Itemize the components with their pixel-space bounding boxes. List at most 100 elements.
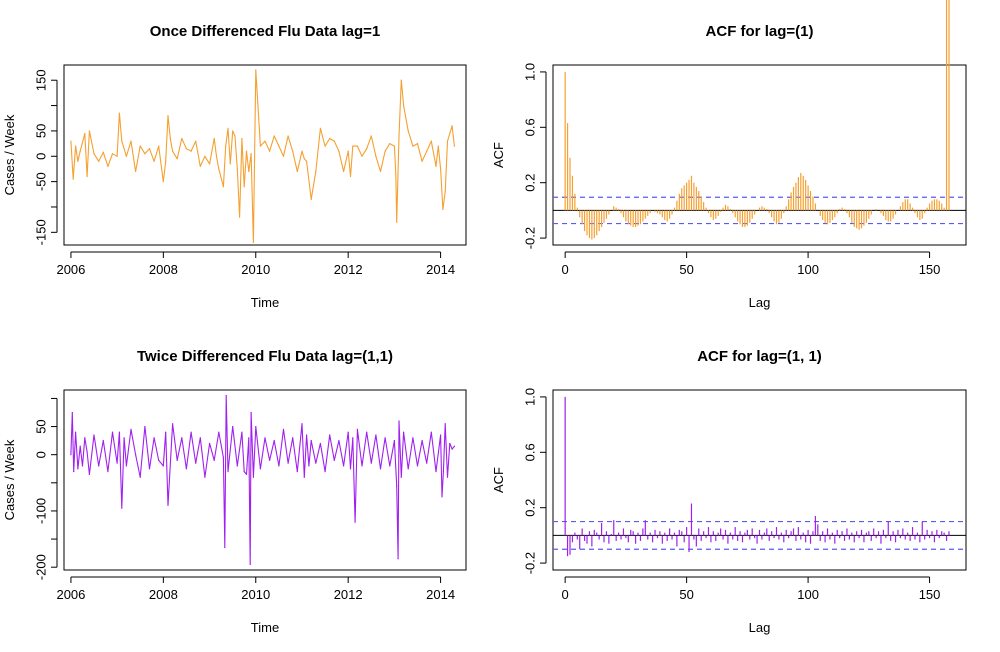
data-point <box>165 431 167 433</box>
data-point <box>107 470 109 473</box>
series-line <box>70 69 455 244</box>
data-point <box>384 437 386 439</box>
data-point <box>121 140 123 142</box>
data-point <box>379 170 382 173</box>
data-point <box>74 431 77 433</box>
data-point <box>86 451 88 453</box>
data-point <box>259 145 261 147</box>
data-point <box>439 434 442 436</box>
data-point <box>148 148 151 150</box>
x-tick-label: 2008 <box>149 587 178 602</box>
data-point <box>352 437 354 439</box>
data-point <box>305 160 308 162</box>
data-point <box>259 468 261 470</box>
data-point <box>347 431 349 433</box>
data-point <box>342 465 345 467</box>
data-point <box>225 395 227 397</box>
data-point <box>310 198 312 200</box>
data-point <box>264 437 266 439</box>
data-point <box>278 145 280 147</box>
data-point <box>162 465 164 467</box>
data-point <box>144 153 146 155</box>
data-point <box>349 468 352 470</box>
data-point <box>264 140 266 142</box>
x-tick-label: 150 <box>919 587 941 602</box>
x-tick-label: 2012 <box>334 262 363 277</box>
data-point <box>204 155 206 157</box>
data-point <box>449 132 451 135</box>
x-tick-label: 100 <box>797 262 819 277</box>
chart-panel-3: Twice Differenced Flu Data lag=(1,1) 2006… <box>2 348 467 635</box>
data-point <box>130 428 132 430</box>
data-point <box>421 160 423 162</box>
data-point <box>407 130 409 132</box>
data-point <box>88 130 91 132</box>
data-point <box>397 558 399 560</box>
data-point <box>232 130 234 132</box>
data-point <box>375 155 377 157</box>
x-tick-label: 0 <box>562 262 569 277</box>
data-point <box>248 437 250 439</box>
data-point <box>72 178 74 180</box>
data-point <box>93 434 95 436</box>
data-point <box>125 465 127 467</box>
data-point <box>303 476 305 478</box>
data-point <box>446 476 449 478</box>
data-point <box>107 165 109 168</box>
data-point <box>296 470 298 473</box>
data-point <box>195 140 197 142</box>
data-point <box>123 437 125 439</box>
data-point <box>329 434 331 436</box>
data-point <box>249 563 251 565</box>
data-point <box>282 155 285 157</box>
data-point <box>430 140 432 142</box>
data-point <box>252 476 255 478</box>
chart-title: Twice Differenced Flu Data lag=(1,1) <box>137 348 393 365</box>
data-point <box>225 145 227 147</box>
plot-frame <box>552 64 967 246</box>
data-point <box>366 431 368 433</box>
y-tick-label: 0.6 <box>522 118 537 136</box>
y-axis-label: Cases / Week <box>2 439 17 520</box>
data-point <box>349 175 352 178</box>
data-point <box>384 150 386 152</box>
data-point <box>70 140 72 142</box>
data-point <box>255 425 257 428</box>
x-tick-label: 2006 <box>56 587 85 602</box>
data-point <box>444 423 446 425</box>
data-point <box>301 150 303 152</box>
y-tick-label: 0.2 <box>522 174 537 192</box>
y-tick-label: 1.0 <box>522 388 537 406</box>
data-point <box>241 137 243 140</box>
x-axis-label: Lag <box>749 295 771 310</box>
data-point <box>181 137 183 140</box>
x-tick-label: 2014 <box>426 262 455 277</box>
y-tick-label: 0.6 <box>522 443 537 461</box>
data-point <box>375 434 377 436</box>
data-point <box>111 153 114 155</box>
data-point <box>102 440 104 442</box>
data-point <box>301 423 303 425</box>
data-point <box>98 465 100 467</box>
data-point <box>347 150 349 152</box>
y-axis-label: Cases / Week <box>2 114 17 195</box>
data-point <box>130 140 132 142</box>
data-point <box>315 462 317 464</box>
y-tick-label: -100 <box>33 498 48 524</box>
data-point <box>389 142 391 145</box>
data-point <box>158 145 160 147</box>
data-point <box>389 465 391 467</box>
data-point <box>77 468 79 470</box>
y-tick-label: -50 <box>33 172 48 191</box>
data-point <box>227 470 229 473</box>
data-point <box>243 470 245 473</box>
data-point <box>324 145 326 147</box>
data-point <box>437 145 439 147</box>
data-point <box>86 175 88 178</box>
data-point <box>366 148 368 150</box>
y-tick-label: -150 <box>33 219 48 245</box>
data-point <box>232 425 234 428</box>
x-axis-label: Time <box>251 620 279 635</box>
data-point <box>248 170 250 173</box>
